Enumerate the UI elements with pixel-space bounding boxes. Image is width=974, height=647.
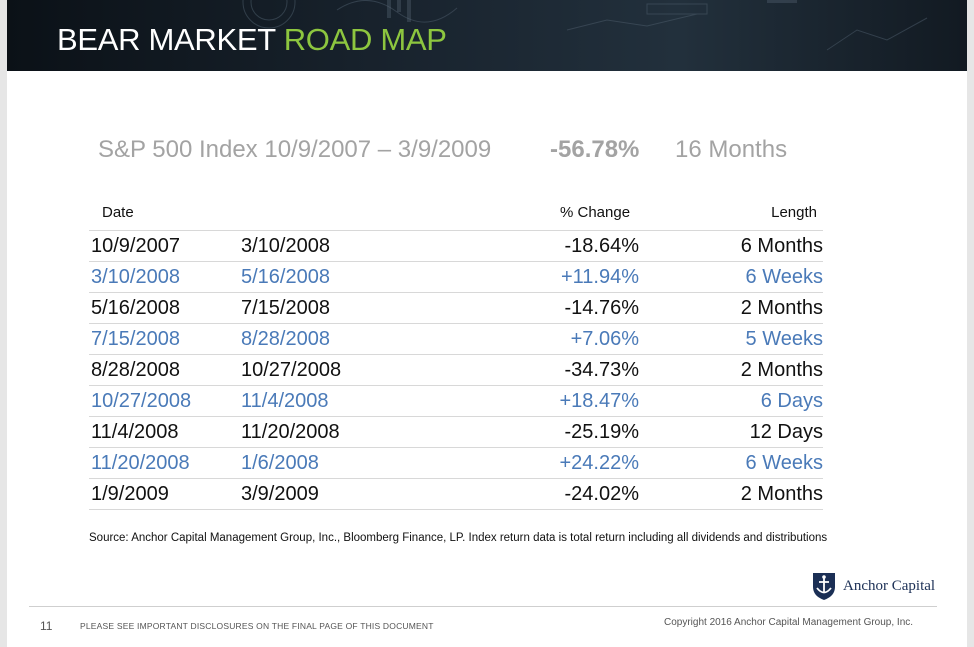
summary-index-label: S&P 500 Index 10/9/2007 – 3/9/2009 [98, 136, 492, 163]
row-change: +7.06% [570, 328, 639, 350]
table-row: 10/9/2007 3/10/2008 -18.64% 6 Months [89, 231, 823, 262]
footer-divider [29, 606, 937, 607]
page-number: 11 [40, 619, 53, 633]
slide: BEAR MARKET ROAD MAP S&P 500 Index 10/9/… [7, 0, 967, 647]
row-length: 6 Months [740, 235, 823, 257]
title-main: BEAR MARKET [57, 22, 276, 57]
row-start-date: 8/28/2008 [91, 359, 180, 381]
row-start-date: 11/4/2008 [91, 421, 179, 443]
row-start-date: 11/20/2008 [91, 452, 190, 474]
table-header: Date % Change Length [89, 198, 823, 231]
row-end-date: 11/20/2008 [241, 421, 340, 443]
source-note: Source: Anchor Capital Management Group,… [89, 532, 828, 544]
table-row: 8/28/2008 10/27/2008 -34.73% 2 Months [89, 355, 823, 386]
header-change: % Change [560, 204, 631, 221]
header-banner: BEAR MARKET ROAD MAP [7, 0, 967, 71]
row-change: +11.94% [560, 266, 639, 288]
row-length: 6 Weeks [745, 452, 823, 474]
table-row: 11/20/2008 1/6/2008 +24.22% 6 Weeks [89, 448, 823, 479]
row-start-date: 10/9/2007 [91, 235, 180, 257]
row-start-date: 1/9/2009 [91, 483, 169, 505]
row-change: -14.76% [564, 297, 640, 319]
row-change: +18.47% [559, 390, 639, 412]
header-date: Date [102, 204, 134, 221]
summary-line: S&P 500 Index 10/9/2007 – 3/9/2009 -56.7… [7, 136, 967, 168]
title-accent: ROAD MAP [283, 22, 447, 57]
row-end-date: 10/27/2008 [241, 359, 342, 381]
header-length: Length [771, 204, 817, 221]
row-change: +24.22% [559, 452, 639, 474]
row-length: 2 Months [740, 297, 823, 319]
row-length: 2 Months [740, 359, 823, 381]
page-title: BEAR MARKET ROAD MAP [57, 22, 447, 58]
row-length: 2 Months [740, 483, 823, 505]
copyright-note: Copyright 2016 Anchor Capital Management… [664, 617, 914, 628]
anchor-shield-icon [813, 573, 835, 600]
row-start-date: 3/10/2008 [91, 266, 180, 288]
disclosure-note: PLEASE SEE IMPORTANT DISCLOSURES ON THE … [80, 621, 434, 631]
row-length: 5 Weeks [745, 328, 823, 350]
bear-market-table: Date % Change Length 10/9/2007 3/10/2008… [89, 198, 823, 510]
row-length: 12 Days [749, 421, 823, 443]
table-row: 11/4/2008 11/20/2008 -25.19% 12 Days [89, 417, 823, 448]
row-start-date: 10/27/2008 [91, 390, 192, 412]
table-row: 7/15/2008 8/28/2008 +7.06% 5 Weeks [89, 324, 823, 355]
summary-total-change: -56.78% [550, 136, 640, 163]
row-end-date: 3/9/2009 [241, 483, 319, 505]
row-length: 6 Days [760, 390, 823, 412]
row-change: -18.64% [564, 235, 640, 257]
row-length: 6 Weeks [745, 266, 823, 288]
row-change: -34.73% [564, 359, 640, 381]
row-end-date: 5/16/2008 [241, 266, 330, 288]
row-end-date: 11/4/2008 [241, 390, 329, 412]
table-row: 3/10/2008 5/16/2008 +11.94% 6 Weeks [89, 262, 823, 293]
row-end-date: 1/6/2008 [241, 452, 319, 474]
row-start-date: 7/15/2008 [91, 328, 180, 350]
row-change: -25.19% [564, 421, 640, 443]
company-logo: Anchor Capital [811, 570, 935, 602]
row-end-date: 3/10/2008 [241, 235, 330, 257]
summary-length: 16 Months [675, 136, 788, 163]
row-end-date: 7/15/2008 [241, 297, 330, 319]
row-end-date: 8/28/2008 [241, 328, 330, 350]
row-start-date: 5/16/2008 [91, 297, 180, 319]
table-row: 5/16/2008 7/15/2008 -14.76% 2 Months [89, 293, 823, 324]
header-background-graphic [242, 0, 928, 51]
table-row: 1/9/2009 3/9/2009 -24.02% 2 Months [89, 479, 823, 510]
logo-text: Anchor Capital [843, 577, 936, 594]
table-row: 10/27/2008 11/4/2008 +18.47% 6 Days [89, 386, 823, 417]
row-change: -24.02% [564, 483, 640, 505]
